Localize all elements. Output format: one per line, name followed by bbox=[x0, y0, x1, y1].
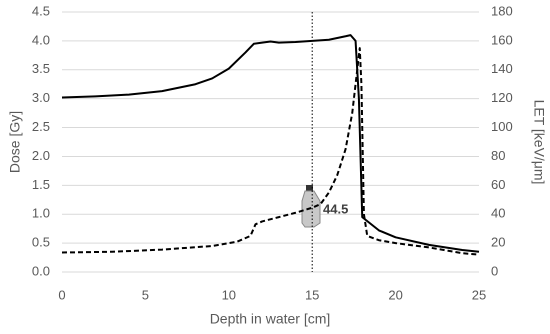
y-tick-label: 2.5 bbox=[32, 119, 50, 134]
y2-axis-title: LET [keV/μm] bbox=[531, 100, 547, 185]
y-tick-label: 3.5 bbox=[32, 61, 50, 76]
x-axis-title: Depth in water [cm] bbox=[210, 311, 331, 327]
x-tick-label: 25 bbox=[472, 287, 486, 302]
y-tick-label: 2.0 bbox=[32, 148, 50, 163]
y2-tick-label: 100 bbox=[491, 119, 513, 134]
y2-tick-label: 20 bbox=[491, 235, 505, 250]
y2-tick-label: 160 bbox=[491, 32, 513, 47]
data-line bbox=[61, 34, 480, 253]
y2-tick-label: 180 bbox=[491, 3, 513, 18]
y2-tick-label: 80 bbox=[491, 148, 505, 163]
y2-tick-label: 120 bbox=[491, 90, 513, 105]
y2-tick-label: 140 bbox=[491, 61, 513, 76]
y-tick-label: 1.5 bbox=[32, 177, 50, 192]
y-tick-label: 0.0 bbox=[32, 263, 50, 278]
y-tick-label: 0.5 bbox=[32, 235, 50, 250]
y-tick-label: 3.0 bbox=[32, 90, 50, 105]
data-line bbox=[61, 47, 480, 256]
y2-tick-label: 40 bbox=[491, 206, 505, 221]
y2-tick-label: 60 bbox=[491, 177, 505, 192]
y-tick-label: 4.0 bbox=[32, 32, 50, 47]
x-tick-label: 0 bbox=[58, 287, 65, 302]
x-tick-label: 20 bbox=[388, 287, 402, 302]
y-axis-title: Dose [Gy] bbox=[7, 111, 23, 173]
y-tick-label: 4.5 bbox=[32, 3, 50, 18]
x-tick-label: 5 bbox=[142, 287, 149, 302]
annotation: 44.5 bbox=[323, 201, 348, 216]
x-tick-label: 15 bbox=[305, 287, 319, 302]
y2-tick-label: 0 bbox=[491, 263, 498, 278]
y-tick-label: 1.0 bbox=[32, 206, 50, 221]
x-tick-label: 10 bbox=[222, 287, 236, 302]
